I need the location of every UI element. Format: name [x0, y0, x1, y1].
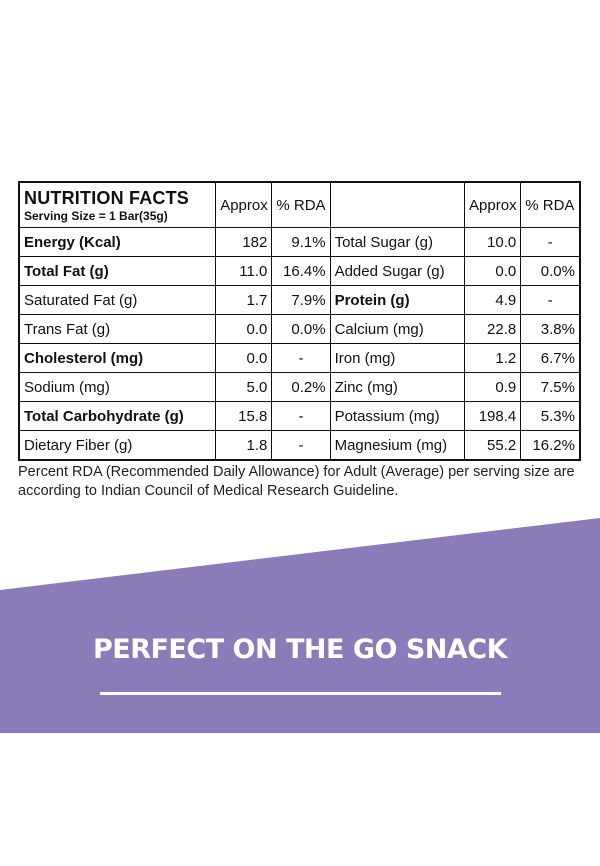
- nutrient-label: Cholesterol (mg): [18, 343, 217, 373]
- nutrient-value: 0.0: [215, 343, 273, 373]
- nutrient-rda: -: [271, 430, 331, 461]
- nutrient-value: 55.2: [464, 430, 522, 461]
- nutrient-label: Protein (g): [329, 285, 466, 315]
- nutrient-label: Total Carbohydrate (g): [18, 401, 217, 431]
- nutrient-label: Sodium (mg): [18, 372, 217, 402]
- nutrient-label: Potassium (mg): [329, 401, 466, 431]
- table-row: Dietary Fiber (g) 1.8 - Magnesium (mg) 5…: [18, 430, 581, 461]
- nutrient-rda: 16.4%: [271, 256, 331, 286]
- nutrient-value: 11.0: [215, 256, 273, 286]
- nutrient-rda: 7.5%: [520, 372, 581, 402]
- nutrient-label: Trans Fat (g): [18, 314, 217, 344]
- nutrient-label: Zinc (mg): [329, 372, 466, 402]
- nutrient-rda: -: [271, 343, 331, 373]
- nutrient-rda: 5.3%: [520, 401, 581, 431]
- nutrient-value: 1.7: [215, 285, 273, 315]
- nutrient-label: Dietary Fiber (g): [18, 430, 217, 461]
- nutrient-value: 4.9: [464, 285, 522, 315]
- nutrient-rda: 0.2%: [271, 372, 331, 402]
- nutrient-value: 22.8: [464, 314, 522, 344]
- nutrient-label: Iron (mg): [329, 343, 466, 373]
- column-header-rda: % RDA Per Serve: [520, 181, 581, 228]
- nutrient-label: Calcium (mg): [329, 314, 466, 344]
- table-row: Energy (Kcal) 182 9.1% Total Sugar (g) 1…: [18, 227, 581, 257]
- nutrient-value: 0.0: [215, 314, 273, 344]
- table-row: Cholesterol (mg) 0.0 - Iron (mg) 1.2 6.7…: [18, 343, 581, 373]
- nutrient-label: Magnesium (mg): [329, 430, 466, 461]
- column-header-value: Approx value Per serve: [215, 181, 273, 228]
- nutrition-facts-panel: NUTRITION FACTS Serving Size = 1 Bar(35g…: [18, 181, 581, 461]
- nutrient-rda: 0.0%: [520, 256, 581, 286]
- table-row: Total Carbohydrate (g) 15.8 - Potassium …: [18, 401, 581, 431]
- column-header-rda: % RDA Per Serve: [271, 181, 331, 228]
- nutrient-value: 0.0: [464, 256, 522, 286]
- nutrient-label: Saturated Fat (g): [18, 285, 217, 315]
- nutrient-rda: -: [520, 227, 581, 257]
- nutrient-label: Total Sugar (g): [329, 227, 466, 257]
- nutrient-value: 5.0: [215, 372, 273, 402]
- nutrient-value: 1.8: [215, 430, 273, 461]
- nutrient-value: 10.0: [464, 227, 522, 257]
- table-header-row: NUTRITION FACTS Serving Size = 1 Bar(35g…: [18, 181, 581, 228]
- table-row: Sodium (mg) 5.0 0.2% Zinc (mg) 0.9 7.5%: [18, 372, 581, 402]
- nutrient-rda: 9.1%: [271, 227, 331, 257]
- nutrition-table: NUTRITION FACTS Serving Size = 1 Bar(35g…: [18, 181, 581, 461]
- nutrient-value: 0.9: [464, 372, 522, 402]
- nutrient-value: 1.2: [464, 343, 522, 373]
- nutrient-value: 198.4: [464, 401, 522, 431]
- nutrition-header-cell: NUTRITION FACTS Serving Size = 1 Bar(35g…: [18, 181, 217, 228]
- nutrient-rda: 6.7%: [520, 343, 581, 373]
- nutrient-label: Total Fat (g): [18, 256, 217, 286]
- nutrient-rda: -: [271, 401, 331, 431]
- table-row: Total Fat (g) 11.0 16.4% Added Sugar (g)…: [18, 256, 581, 286]
- nutrient-label: Added Sugar (g): [329, 256, 466, 286]
- nutrient-rda: 0.0%: [271, 314, 331, 344]
- column-header-blank: [329, 181, 466, 228]
- nutrient-value: 182: [215, 227, 273, 257]
- banner-underline: [100, 692, 501, 695]
- banner-tagline: PERFECT ON THE GO SNACK: [92, 634, 508, 665]
- nutrient-rda: -: [520, 285, 581, 315]
- table-row: Saturated Fat (g) 1.7 7.9% Protein (g) 4…: [18, 285, 581, 315]
- rda-footnote: Percent RDA (Recommended Daily Allowance…: [18, 464, 575, 499]
- serving-size: Serving Size = 1 Bar(35g): [24, 208, 168, 223]
- column-header-value: Approx value Per serve: [464, 181, 522, 228]
- nutrient-label: Energy (Kcal): [18, 227, 217, 257]
- nutrient-rda: 3.8%: [520, 314, 581, 344]
- nutrition-title: NUTRITION FACTS: [24, 187, 189, 208]
- nutrient-rda: 7.9%: [271, 285, 331, 315]
- nutrient-rda: 16.2%: [520, 430, 581, 461]
- nutrient-value: 15.8: [215, 401, 273, 431]
- table-row: Trans Fat (g) 0.0 0.0% Calcium (mg) 22.8…: [18, 314, 581, 344]
